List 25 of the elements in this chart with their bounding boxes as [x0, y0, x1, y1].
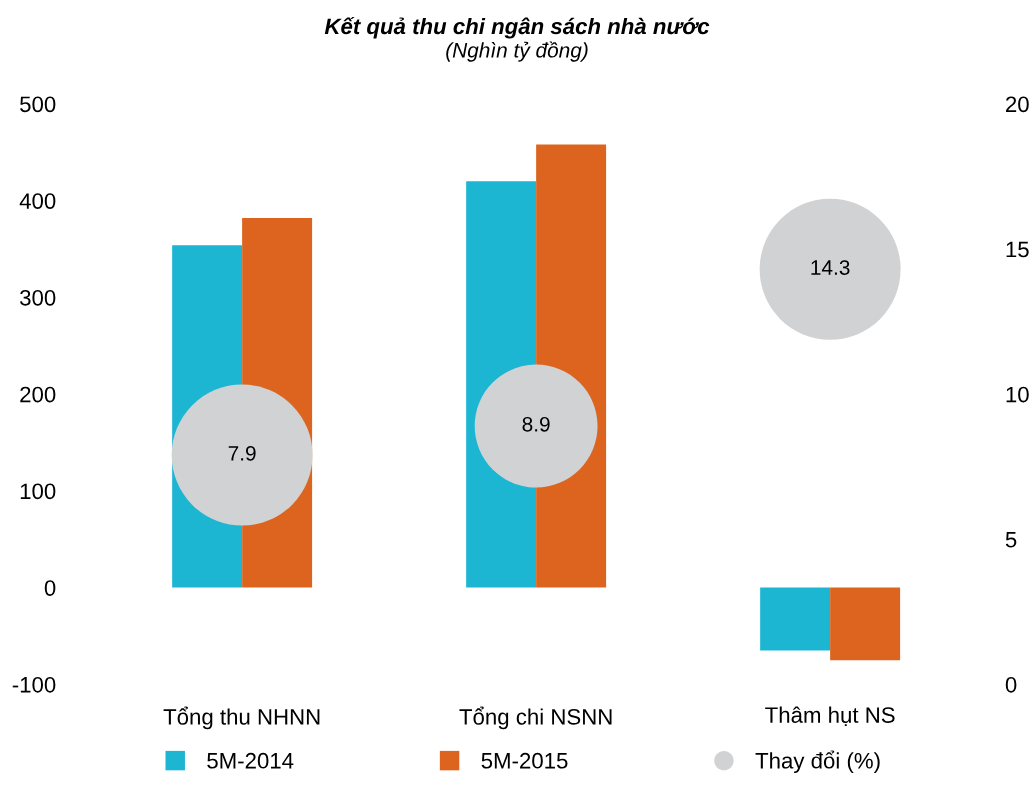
y2-tick-label: 15: [1006, 241, 1029, 258]
x-tick-label: Thâm hụt NS: [765, 706, 895, 727]
data-label: 8.9: [522, 416, 550, 432]
y-tick-label: 400: [19, 193, 56, 209]
y2-tick-label: 20: [1006, 96, 1029, 113]
bar: [830, 587, 901, 661]
y-tick-label: 200: [20, 386, 56, 403]
y2-tick-label: 10: [1006, 386, 1029, 403]
bar: [760, 587, 831, 651]
y-tick-label: 100: [20, 483, 56, 500]
y2-tick-label: 0: [1005, 676, 1017, 693]
y-tick-label: 300: [20, 289, 56, 306]
legend-label: 5M-2015: [481, 752, 568, 769]
data-label: 14.3: [811, 260, 850, 275]
data-label: 7.9: [228, 445, 256, 461]
legend-label: Thay đổi (%): [755, 750, 880, 773]
chart-subtitle: (Nghìn tỷ đồng): [446, 41, 588, 62]
x-tick-label: Tổng chi NSNN: [459, 706, 612, 730]
y-tick-label: -100: [12, 676, 56, 693]
y2-tick-label: 5: [1005, 532, 1017, 548]
chart-title: Kết quả thu chi ngân sách nhà nước: [324, 16, 710, 39]
legend-label: 5M-2014: [207, 752, 294, 769]
y-tick-label: 0: [44, 580, 56, 596]
y-tick-label: 500: [20, 96, 56, 113]
x-tick-label: Tổng thu NHNN: [163, 706, 320, 730]
